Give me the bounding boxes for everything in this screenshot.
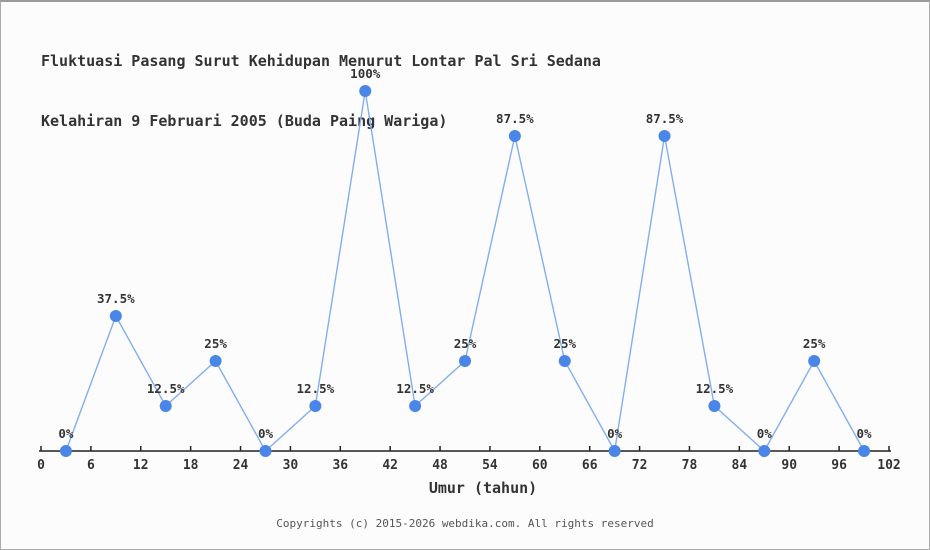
x-axis-tick-label: 6	[87, 458, 95, 473]
data-point	[409, 400, 422, 412]
data-point	[708, 400, 721, 412]
data-point-label: 12.5%	[297, 381, 335, 396]
x-axis-tick-label: 78	[682, 458, 698, 473]
data-point	[59, 445, 72, 457]
data-point-label: 0%	[757, 426, 773, 441]
x-axis-tick-label: 96	[831, 458, 847, 473]
data-point	[359, 85, 372, 97]
x-axis-tick-label: 90	[781, 458, 797, 473]
x-axis-tick-label: 36	[332, 458, 348, 473]
data-point-label: 0%	[857, 426, 873, 441]
data-point	[658, 130, 671, 142]
x-axis-tick-label: 48	[432, 458, 448, 473]
x-axis-tick-label: 18	[183, 458, 199, 473]
data-point	[858, 445, 871, 457]
data-point-label: 87.5%	[496, 111, 534, 126]
data-point	[758, 445, 771, 457]
data-point	[808, 355, 821, 367]
copyright-text: Copyrights (c) 2015-2026 webdika.com. Al…	[276, 517, 654, 530]
x-axis-tick-label: 84	[732, 458, 748, 473]
data-point	[608, 445, 621, 457]
x-axis-tick-label: 24	[233, 458, 249, 473]
x-axis-tick-label: 66	[582, 458, 598, 473]
data-point	[209, 355, 222, 367]
x-axis-tick-label: 54	[482, 458, 498, 473]
x-axis-tick-label: 42	[382, 458, 398, 473]
chart-title-line1: Fluktuasi Pasang Surut Kehidupan Menurut…	[41, 52, 601, 70]
chart-title: Fluktuasi Pasang Surut Kehidupan Menurut…	[41, 11, 601, 171]
data-point-label: 25%	[803, 336, 826, 351]
data-point	[309, 400, 322, 412]
data-point	[459, 355, 471, 367]
data-point-label: 0%	[258, 426, 274, 441]
x-axis-tick-label: 72	[632, 458, 648, 473]
data-point	[259, 445, 272, 457]
data-point-label: 87.5%	[646, 111, 684, 126]
data-point-label: 37.5%	[97, 291, 135, 306]
data-point-label: 100%	[350, 66, 381, 81]
data-point-label: 0%	[607, 426, 623, 441]
x-axis-tick-label: 102	[877, 458, 900, 473]
x-axis-title: Umur (tahun)	[428, 479, 538, 497]
data-point-label: 12.5%	[147, 381, 185, 396]
data-point-label: 12.5%	[696, 381, 734, 396]
data-point	[109, 310, 122, 322]
chart-title-line2: Kelahiran 9 Februari 2005 (Buda Paing Wa…	[41, 112, 448, 130]
x-axis-tick-label: 12	[133, 458, 149, 473]
data-point	[159, 400, 172, 412]
x-axis-tick-label: 0	[37, 458, 45, 473]
series-line	[65, 90, 865, 454]
data-point-label: 25%	[204, 336, 227, 351]
data-point-label: 25%	[553, 336, 576, 351]
x-axis-tick-label: 30	[283, 458, 299, 473]
data-point-label: 25%	[454, 336, 477, 351]
data-point-label: 0%	[58, 426, 74, 441]
data-point	[558, 355, 571, 367]
data-point	[508, 130, 521, 142]
x-axis-tick-label: 60	[532, 458, 548, 473]
data-point-label: 12.5%	[396, 381, 434, 396]
